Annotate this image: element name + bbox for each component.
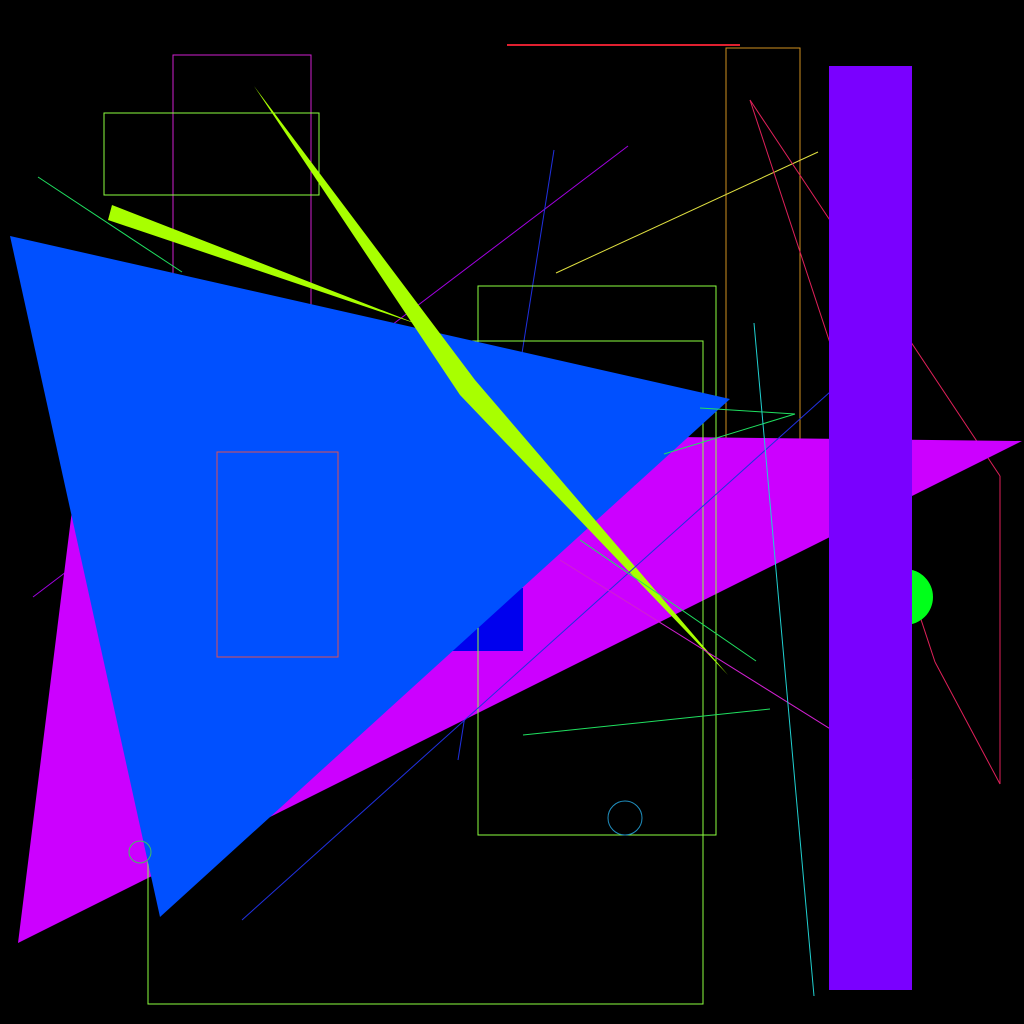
line-green-descending xyxy=(579,539,757,662)
line-green-diagonal-left xyxy=(37,176,183,273)
circle-outline-green xyxy=(128,840,152,864)
line-green-short xyxy=(699,407,796,415)
line-blue-diagonal xyxy=(241,391,831,921)
outline-rect-lime-small xyxy=(103,112,320,196)
blue-triangle xyxy=(10,236,730,917)
circle-outline-teal xyxy=(607,800,643,836)
line-yellow xyxy=(555,151,819,274)
violet-bar xyxy=(829,66,912,990)
line-cyan xyxy=(753,322,815,997)
line-green-over-magenta xyxy=(663,413,796,455)
line-crimson-lower xyxy=(934,661,1001,785)
line-green-lower xyxy=(522,708,771,736)
lime-sliver-horizontal xyxy=(108,205,420,325)
outline-rect-salmon xyxy=(216,451,339,658)
